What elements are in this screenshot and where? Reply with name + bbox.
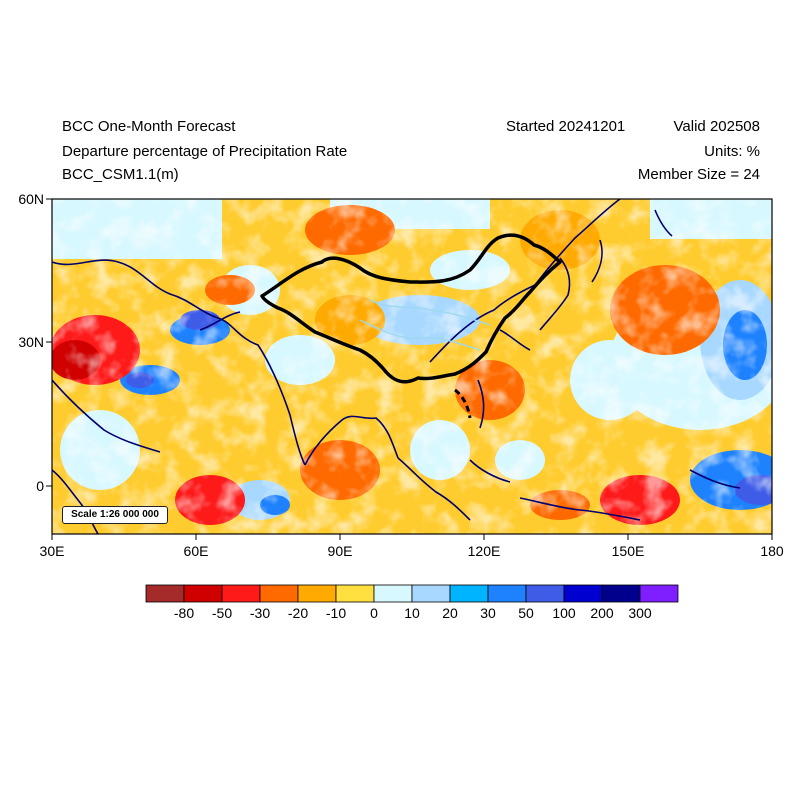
colorbar-swatch — [601, 584, 641, 603]
colorbar-swatch — [145, 584, 185, 603]
colorbar-swatch — [639, 584, 679, 603]
colorbar-label: 10 — [404, 605, 420, 621]
scale-label: Scale 1:26 000 000 — [62, 506, 168, 524]
colorbar-label: -50 — [212, 605, 232, 621]
start-date: Started 20241201 — [506, 118, 626, 135]
colorbar-swatch — [411, 584, 451, 603]
colorbar-label: -30 — [250, 605, 270, 621]
lon-label-90e: 90E — [328, 543, 353, 559]
colorbar-swatch — [449, 584, 489, 603]
lon-label-120e: 120E — [468, 543, 501, 559]
colorbar-labels: -80 -50 -30 -20 -10 0 10 20 30 50 100 200 300 — [174, 605, 652, 621]
colorbar-label: -80 — [174, 605, 194, 621]
colorbar-swatch — [259, 584, 299, 603]
lat-label-60n: 60N — [18, 191, 44, 207]
colorbar-label: 0 — [370, 605, 378, 621]
lon-label-180: 180 — [760, 543, 784, 559]
colorbar-swatch — [297, 584, 337, 603]
lat-label-0: 0 — [36, 478, 44, 494]
colorbar-label: -20 — [288, 605, 308, 621]
map-subtitle: Departure percentage of Precipitation Ra… — [62, 143, 348, 160]
china-border — [260, 233, 562, 384]
colorbar-swatch — [221, 584, 261, 603]
model-name: BCC_CSM1.1(m) — [62, 166, 179, 183]
colorbar-label: 20 — [442, 605, 458, 621]
colorbar-label: 30 — [480, 605, 496, 621]
colorbar-label: 300 — [628, 605, 652, 621]
colorbar-label: 200 — [590, 605, 614, 621]
lon-label-30e: 30E — [40, 543, 65, 559]
colorbar-label: 50 — [518, 605, 534, 621]
lat-label-30n: 30N — [18, 334, 44, 350]
colorbar-swatch — [373, 584, 413, 603]
colorbar-swatch — [487, 584, 527, 603]
anomaly-field — [52, 199, 772, 534]
colorbar-swatch — [183, 584, 223, 603]
units-label: Units: % — [704, 143, 760, 160]
member-size: Member Size = 24 — [637, 166, 760, 183]
colorbar-swatch — [563, 584, 603, 603]
colorbar-swatch — [335, 584, 375, 603]
plot-frame — [51, 198, 773, 535]
map-title: BCC One-Month Forecast — [62, 118, 236, 135]
colorbar-swatch — [525, 584, 565, 603]
lon-label-150e: 150E — [612, 543, 645, 559]
lon-label-60e: 60E — [184, 543, 209, 559]
colorbar — [145, 584, 679, 603]
colorbar-label: -10 — [326, 605, 346, 621]
valid-date: Valid 202508 — [673, 118, 760, 135]
colorbar-label: 100 — [552, 605, 576, 621]
